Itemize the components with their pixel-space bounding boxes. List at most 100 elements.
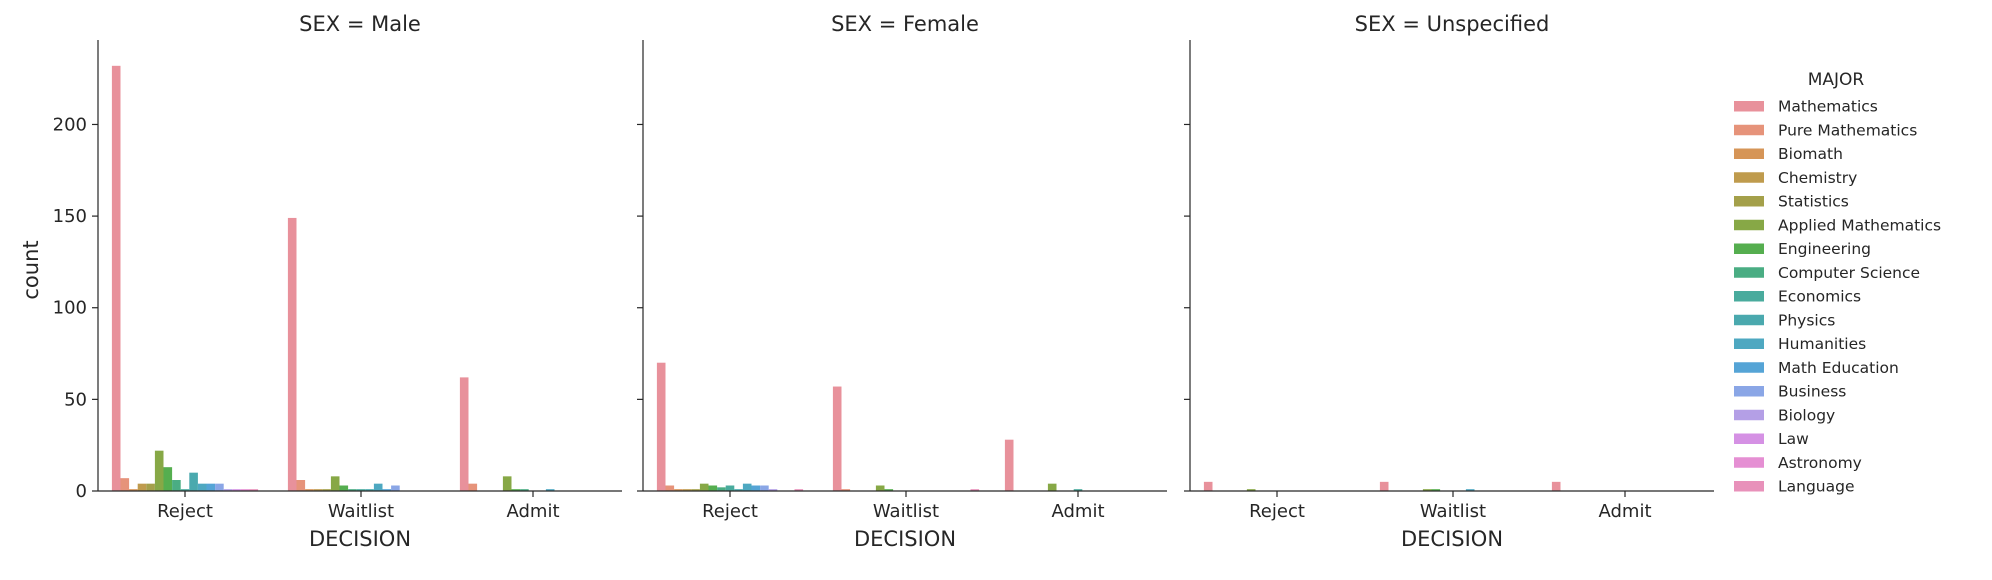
bar-female-reject-language xyxy=(794,489,804,491)
x-tick-label-waitlist: Waitlist xyxy=(873,501,939,522)
bar-female-reject-economics xyxy=(725,485,735,491)
bar-unspecified-waitlist-mathematics xyxy=(1379,481,1389,491)
bar-male-admit-engineering xyxy=(511,489,521,491)
x-tick-label-reject: Reject xyxy=(702,501,758,522)
y-tick-label: 100 xyxy=(53,298,87,319)
bar-male-waitlist-statistics xyxy=(322,489,331,491)
bar-male-waitlist-humanities xyxy=(373,483,383,491)
bar-female-reject-applied-mathematics xyxy=(699,483,709,491)
legend-swatch-physics xyxy=(1734,314,1764,326)
bar-male-waitlist-biomath xyxy=(305,489,314,491)
legend-swatch-mathematics xyxy=(1734,101,1764,112)
bar-male-waitlist-business xyxy=(391,485,400,491)
bar-female-reject-statistics xyxy=(691,489,700,491)
y-tick-label: 150 xyxy=(53,206,87,227)
legend-label-biology: Biology xyxy=(1778,406,1835,424)
bar-male-waitlist-math-education xyxy=(382,489,392,491)
bar-unspecified-waitlist-engineering xyxy=(1431,489,1441,491)
bar-male-waitlist-pure-mathematics xyxy=(296,480,306,491)
x-axis-label-female: DECISION xyxy=(854,527,956,551)
bar-female-reject-physics xyxy=(734,489,743,491)
bar-male-admit-applied-mathematics xyxy=(502,476,512,491)
legend-label-business: Business xyxy=(1778,383,1846,401)
x-axis-label-male: DECISION xyxy=(309,527,411,551)
legend-label-biomath: Biomath xyxy=(1778,145,1843,163)
y-tick-label: 0 xyxy=(76,481,87,502)
legend-swatch-computer-science xyxy=(1734,267,1764,278)
legend-swatch-statistics xyxy=(1734,196,1764,207)
bar-female-waitlist-pure-mathematics xyxy=(841,489,851,491)
bar-male-reject-business xyxy=(215,483,224,491)
legend-swatch-economics xyxy=(1734,291,1764,302)
x-axis-label-unspecified: DECISION xyxy=(1401,527,1503,551)
bar-male-reject-law xyxy=(232,489,241,491)
bar-male-reject-engineering xyxy=(163,467,173,491)
legend-label-chemistry: Chemistry xyxy=(1778,169,1857,187)
bar-female-waitlist-engineering xyxy=(884,489,894,491)
legend-label-law: Law xyxy=(1778,430,1809,448)
bar-male-waitlist-computer-science xyxy=(348,489,357,491)
legend-swatch-applied-mathematics xyxy=(1734,219,1764,231)
legend-label-computer-science: Computer Science xyxy=(1778,264,1920,282)
bar-female-waitlist-applied-mathematics xyxy=(875,485,885,491)
legend-title: MAJOR xyxy=(1808,70,1865,90)
x-tick-label-reject: Reject xyxy=(157,501,213,522)
bar-female-admit-economics xyxy=(1073,489,1083,491)
legend-swatch-astronomy xyxy=(1734,457,1764,468)
bar-female-reject-engineering xyxy=(708,485,718,491)
bar-male-reject-astronomy xyxy=(240,489,250,491)
legend-label-applied-mathematics: Applied Mathematics xyxy=(1778,216,1941,234)
bar-unspecified-waitlist-humanities xyxy=(1465,489,1475,491)
x-tick-label-admit: Admit xyxy=(1051,501,1104,522)
bar-unspecified-reject-mathematics xyxy=(1203,481,1213,491)
bar-male-reject-pure-mathematics xyxy=(120,478,130,491)
bar-male-reject-physics xyxy=(189,472,198,491)
bar-female-reject-chemistry xyxy=(682,489,692,491)
x-tick-label-admit: Admit xyxy=(506,501,559,522)
panel-title-unspecified: SEX = Unspecified xyxy=(1355,12,1550,36)
bar-male-admit-computer-science xyxy=(520,489,529,491)
y-tick-label: 50 xyxy=(64,389,87,410)
bar-male-waitlist-chemistry xyxy=(313,489,323,491)
bar-male-waitlist-mathematics xyxy=(287,217,297,491)
legend-label-engineering: Engineering xyxy=(1778,240,1871,258)
legend-swatch-humanities xyxy=(1734,338,1764,349)
bar-male-reject-chemistry xyxy=(137,483,147,491)
y-axis-label: count xyxy=(19,240,43,299)
bar-unspecified-reject-applied-mathematics xyxy=(1246,489,1256,491)
bar-male-waitlist-physics xyxy=(365,489,374,491)
legend-label-language: Language xyxy=(1778,478,1855,496)
bar-female-reject-mathematics xyxy=(656,362,666,491)
x-tick-label-reject: Reject xyxy=(1249,501,1305,522)
bar-unspecified-admit-mathematics xyxy=(1551,481,1561,491)
x-tick-label-waitlist: Waitlist xyxy=(1420,501,1486,522)
legend-label-mathematics: Mathematics xyxy=(1778,98,1878,116)
legend-swatch-law xyxy=(1734,433,1764,444)
bar-male-reject-biomath xyxy=(129,489,138,491)
bar-female-reject-humanities xyxy=(742,483,752,491)
legend-swatch-biology xyxy=(1734,409,1764,421)
legend-swatch-biomath xyxy=(1734,148,1764,159)
bar-female-waitlist-mathematics xyxy=(832,386,842,491)
bar-male-admit-humanities xyxy=(545,489,555,491)
legend-label-statistics: Statistics xyxy=(1778,193,1849,211)
bar-male-reject-math-education xyxy=(206,483,216,491)
legend-label-economics: Economics xyxy=(1778,288,1861,306)
panel-title-male: SEX = Male xyxy=(299,12,421,36)
bar-female-admit-mathematics xyxy=(1004,439,1014,491)
bar-female-reject-biomath xyxy=(674,489,683,491)
bar-female-reject-pure-mathematics xyxy=(665,485,675,491)
bar-male-admit-pure-mathematics xyxy=(468,483,478,491)
legend-swatch-engineering xyxy=(1734,243,1764,254)
x-tick-label-waitlist: Waitlist xyxy=(328,501,394,522)
bar-male-reject-computer-science xyxy=(172,480,181,491)
legend-swatch-pure-mathematics xyxy=(1734,124,1764,136)
bar-female-waitlist-language xyxy=(970,489,980,491)
bar-male-admit-mathematics xyxy=(459,377,469,491)
legend-label-humanities: Humanities xyxy=(1778,335,1866,353)
bar-male-reject-economics xyxy=(180,489,190,491)
bar-male-reject-statistics xyxy=(146,483,155,491)
bar-male-reject-language xyxy=(249,489,259,491)
